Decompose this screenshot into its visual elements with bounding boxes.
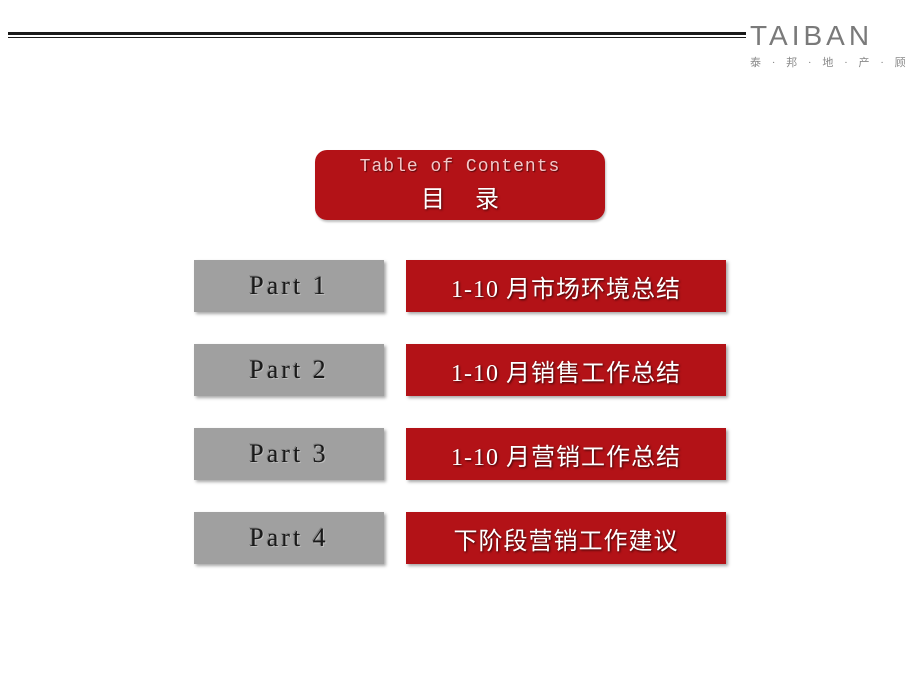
toc-row: Part 1 1-10 月市场环境总结 [194, 260, 726, 312]
desc-label: 1-10 月销售工作总结 [451, 353, 681, 388]
desc-label: 下阶段营销工作建议 [454, 521, 679, 556]
toc-header-box: Table of Contents 目录 [315, 150, 605, 220]
desc-box: 1-10 月销售工作总结 [406, 344, 726, 396]
toc-row: Part 3 1-10 月营销工作总结 [194, 428, 726, 480]
part-label: Part 3 [249, 439, 328, 469]
header-divider [8, 32, 746, 38]
part-box: Part 2 [194, 344, 384, 396]
toc-title-cn: 目录 [391, 179, 529, 214]
desc-box: 1-10 月营销工作总结 [406, 428, 726, 480]
part-label: Part 2 [249, 355, 328, 385]
desc-box: 1-10 月市场环境总结 [406, 260, 726, 312]
toc-title-en: Table of Contents [360, 157, 561, 177]
desc-label: 1-10 月市场环境总结 [451, 269, 681, 304]
toc-row: Part 2 1-10 月销售工作总结 [194, 344, 726, 396]
logo-sub-text: 泰 · 邦 · 地 · 产 · 顾 [750, 54, 920, 70]
desc-label: 1-10 月营销工作总结 [451, 437, 681, 472]
divider-thin [8, 37, 746, 38]
part-label: Part 4 [249, 523, 328, 553]
content-area: Table of Contents 目录 Part 1 1-10 月市场环境总结… [0, 150, 920, 596]
desc-box: 下阶段营销工作建议 [406, 512, 726, 564]
logo-main-text: TAIBAN [750, 22, 920, 50]
divider-thick [8, 32, 746, 35]
part-box: Part 3 [194, 428, 384, 480]
part-box: Part 1 [194, 260, 384, 312]
toc-row: Part 4 下阶段营销工作建议 [194, 512, 726, 564]
part-box: Part 4 [194, 512, 384, 564]
part-label: Part 1 [249, 271, 328, 301]
brand-logo: TAIBAN 泰 · 邦 · 地 · 产 · 顾 [750, 22, 920, 70]
